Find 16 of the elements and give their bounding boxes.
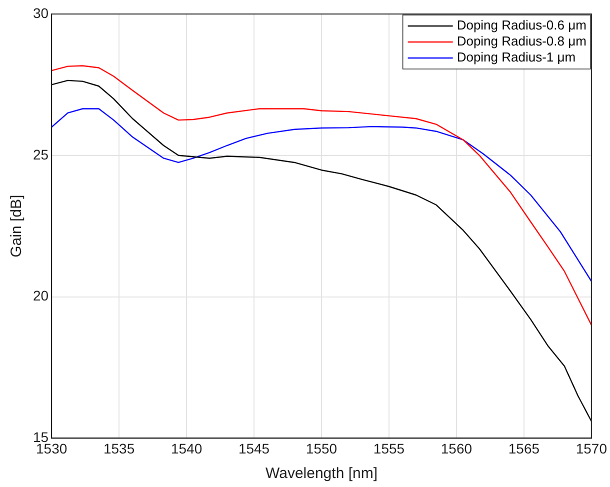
y-tick-label: 30	[32, 4, 49, 21]
x-tick-label: 1545	[238, 440, 270, 456]
legend-label: Doping Radius-0.8 μm	[456, 34, 586, 49]
x-tick-label: 1550	[306, 440, 338, 456]
x-tick-label: 1535	[103, 440, 135, 456]
y-tick-label: 20	[32, 288, 49, 304]
x-tick-label: 1565	[508, 440, 540, 456]
x-tick-label: 1560	[440, 440, 472, 456]
x-tick-label: 1540	[170, 440, 202, 456]
legend-label: Doping Radius-0.6 μm	[456, 18, 586, 33]
x-axis-title: Wavelength [nm]	[266, 465, 378, 482]
x-tick-label: 1555	[373, 440, 405, 456]
y-tick-label: 25	[32, 146, 49, 162]
legend-label: Doping Radius-1 μm	[456, 50, 576, 65]
y-axis-title: Gain [dB]	[8, 194, 26, 258]
x-tick-label: 1570	[576, 440, 608, 456]
